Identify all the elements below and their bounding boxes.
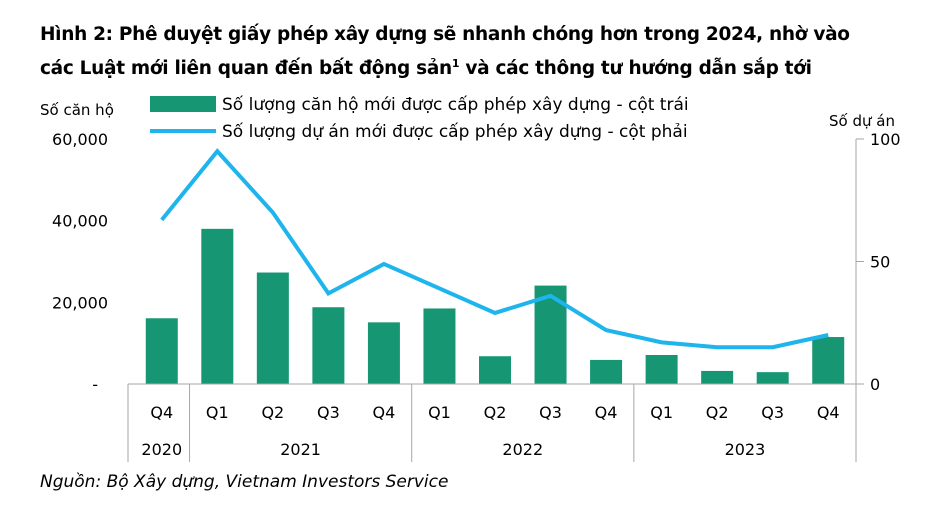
right-tick-label: 100 — [870, 130, 901, 149]
legend-line-label: Số lượng dự án mới được cấp phép xây dựn… — [222, 121, 688, 142]
left-tick-label: 20,000 — [52, 293, 108, 312]
source-note: Nguồn: Bộ Xây dựng, Vietnam Investors Se… — [40, 472, 449, 492]
year-label: 2022 — [502, 440, 543, 459]
left-tick-label: 40,000 — [52, 212, 108, 231]
bar — [256, 272, 289, 384]
category-label: Q2 — [261, 403, 284, 422]
bar — [701, 370, 734, 384]
bar — [201, 228, 234, 384]
bar — [145, 318, 178, 384]
bar — [756, 372, 789, 384]
category-label: Q1 — [650, 403, 673, 422]
category-label: Q3 — [761, 403, 784, 422]
category-label: Q1 — [428, 403, 451, 422]
bar — [479, 356, 511, 384]
chart-title: Hình 2: Phê duyệt giấy phép xây dựng sẽ … — [40, 20, 930, 83]
category-label: Q3 — [317, 403, 340, 422]
category-label: Q1 — [206, 403, 229, 422]
title-line-1: Hình 2: Phê duyệt giấy phép xây dựng sẽ … — [40, 24, 850, 45]
bar — [367, 322, 400, 384]
bar — [312, 307, 345, 384]
left-tick-label: 60,000 — [52, 130, 108, 149]
category-label: Q2 — [484, 403, 507, 422]
left-axis-label: Số căn hộ — [40, 101, 114, 119]
year-label: 2023 — [725, 440, 766, 459]
category-label: Q2 — [706, 403, 729, 422]
category-label: Q3 — [539, 403, 562, 422]
year-label: 2020 — [141, 440, 182, 459]
category-label: Q4 — [373, 403, 396, 422]
legend-bar-swatch — [150, 96, 216, 112]
category-label: Q4 — [150, 403, 173, 422]
bar — [423, 308, 456, 384]
category-label: Q4 — [595, 403, 618, 422]
right-axis-label: Số dự án — [829, 112, 895, 130]
category-label: Q4 — [817, 403, 840, 422]
right-tick-label: 50 — [870, 253, 890, 272]
title-line-2: các Luật mới liên quan đến bất động sản1… — [40, 57, 812, 80]
bar — [645, 355, 678, 384]
right-tick-label: 0 — [870, 375, 880, 394]
legend-bar-label: Số lượng căn hộ mới được cấp phép xây dự… — [222, 94, 689, 115]
year-label: 2021 — [280, 440, 321, 459]
bar — [812, 337, 845, 384]
bar — [590, 359, 623, 384]
left-tick-label: - — [92, 375, 98, 394]
